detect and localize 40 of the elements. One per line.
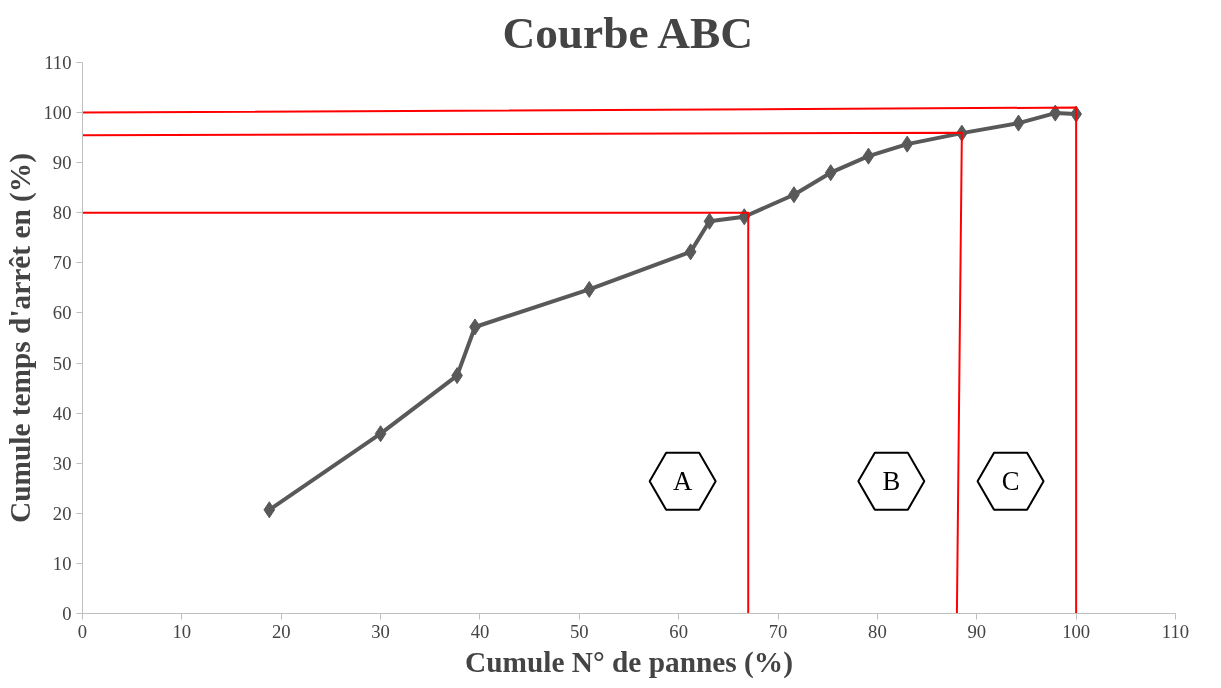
chart-title: Courbe ABC [502, 7, 754, 58]
point [862, 147, 875, 165]
x-tick-label: 80 [868, 620, 887, 642]
x-tick-label: 0 [77, 620, 88, 642]
y-tick-label: 30 [52, 452, 72, 474]
y-tick-label: 90 [52, 152, 72, 174]
y-tick-label: 70 [52, 252, 72, 274]
y-tick-label: 80 [52, 202, 72, 224]
annotation: B [882, 466, 901, 497]
x-tick-label: 30 [371, 620, 390, 642]
point [1049, 104, 1062, 122]
point [703, 212, 716, 230]
annotation: A [673, 466, 694, 497]
y-tick-label: 40 [52, 402, 72, 424]
x-tick-label: 40 [470, 620, 490, 642]
y-tick-label: 10 [52, 552, 72, 574]
x-tick-label: 90 [967, 620, 987, 642]
x-tick-label: 70 [768, 620, 788, 642]
y-tick-label: 20 [52, 502, 72, 524]
y-tick-label: 60 [52, 302, 72, 324]
y-tick-label: 0 [62, 603, 72, 624]
x-tick-label: 60 [669, 620, 689, 642]
point [824, 164, 837, 182]
point [1012, 114, 1025, 132]
point [263, 501, 276, 519]
x-tick-label: 10 [172, 620, 192, 642]
y-tick-label: 100 [43, 102, 72, 124]
point [684, 243, 697, 261]
x-tick-label: 110 [1161, 620, 1190, 642]
x-tick-label: 50 [569, 620, 589, 642]
point [374, 425, 387, 443]
x-tick-label: 20 [271, 620, 291, 642]
x-axis-title: Cumule N° de pannes (%) [465, 645, 793, 679]
point [901, 135, 914, 153]
annotation: C [1001, 466, 1020, 497]
y-tick-label: 50 [52, 352, 72, 374]
y-axis-title: Cumule temps d'arrêt en (%) [3, 153, 37, 523]
x-tick-label: 100 [1062, 620, 1091, 642]
y-tick-label: 110 [44, 52, 72, 73]
point [583, 280, 596, 298]
